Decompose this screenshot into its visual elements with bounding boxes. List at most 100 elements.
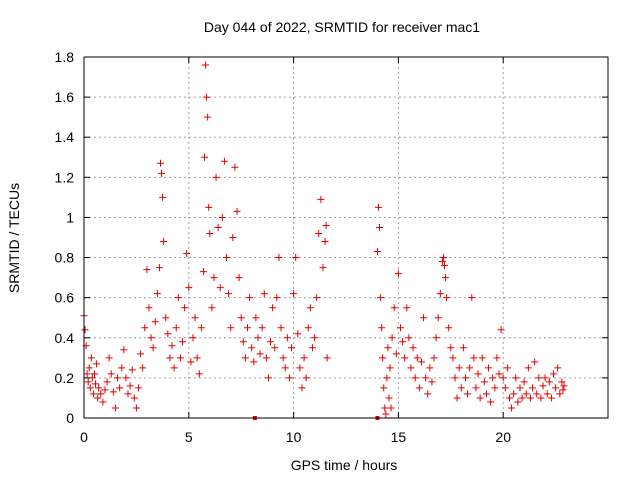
data-point [510, 390, 518, 398]
data-point [246, 294, 254, 302]
data-point [126, 382, 134, 390]
data-point [560, 382, 568, 390]
y-tick-label: 1.4 [55, 129, 75, 145]
data-point [168, 342, 176, 350]
data-point [401, 354, 409, 362]
data-point [181, 304, 189, 312]
data-point [116, 384, 124, 392]
data-point [147, 334, 155, 342]
data-point [174, 294, 182, 302]
data-point [205, 203, 213, 211]
data-point [88, 374, 96, 382]
data-point [493, 354, 501, 362]
data-point [225, 290, 233, 298]
data-point [237, 314, 245, 322]
data-point [107, 370, 115, 378]
data-point [315, 229, 323, 237]
data-point [157, 159, 165, 167]
data-point [442, 274, 450, 282]
data-point [508, 404, 516, 412]
data-point [93, 360, 101, 368]
data-point [432, 334, 440, 342]
data-point [489, 374, 497, 382]
data-point [223, 254, 231, 262]
data-point [279, 354, 287, 362]
data-point [383, 374, 391, 382]
plot-frame [83, 56, 609, 419]
data-point [262, 354, 270, 362]
data-point [99, 398, 107, 406]
data-point [426, 364, 434, 372]
data-point [248, 344, 256, 352]
data-point [436, 290, 444, 298]
data-point [183, 250, 191, 258]
data-point [524, 364, 532, 372]
data-point [443, 294, 451, 302]
data-point [298, 384, 306, 392]
data-point [254, 334, 262, 342]
data-point [382, 410, 390, 418]
data-point [145, 304, 153, 312]
data-point [501, 384, 509, 392]
data-point [554, 364, 562, 372]
data-point [497, 326, 505, 334]
data-point [90, 370, 98, 378]
data-point [464, 390, 472, 398]
y-tick-label: 0.4 [55, 330, 75, 346]
data-point [550, 370, 558, 378]
data-point [499, 374, 507, 382]
data-point [420, 314, 428, 322]
x-tick-label: 20 [495, 429, 511, 445]
y-tick-label: 0.2 [55, 370, 75, 386]
x-tick-label: 0 [80, 429, 88, 445]
data-point [267, 338, 275, 346]
data-point [378, 324, 386, 332]
data-point [256, 350, 264, 358]
data-point [158, 169, 166, 177]
data-point [134, 384, 142, 392]
data-point [288, 344, 296, 352]
data-point [166, 354, 174, 362]
data-point [162, 314, 170, 322]
data-point [235, 274, 243, 282]
data-point [543, 390, 551, 398]
data-point [128, 366, 136, 374]
data-point [216, 284, 224, 292]
y-tick-label: 0.6 [55, 290, 75, 306]
data-point [250, 358, 258, 366]
data-point [390, 304, 398, 312]
data-point [95, 384, 103, 392]
data-point [470, 354, 478, 362]
data-point [264, 374, 272, 382]
data-point [438, 258, 446, 266]
data-point [204, 113, 212, 121]
data-point [277, 324, 285, 332]
data-point [439, 254, 447, 262]
data-point [97, 390, 105, 398]
data-point [283, 334, 291, 342]
data-point [374, 203, 382, 211]
data-point [143, 266, 151, 274]
data-point [164, 330, 172, 338]
data-point [120, 346, 128, 354]
data-point [514, 398, 522, 406]
y-tick-label: 1.6 [55, 89, 75, 105]
data-point [476, 394, 484, 402]
data-point [392, 350, 400, 358]
data-point [187, 358, 195, 366]
data-point [281, 364, 289, 372]
data-point [218, 213, 226, 221]
axis-ticks [83, 56, 608, 419]
data-point [124, 390, 132, 398]
data-point [130, 394, 138, 402]
data-point [482, 390, 490, 398]
data-point [296, 364, 304, 372]
data-point [559, 386, 567, 394]
data-point [89, 390, 97, 398]
y-tick-label: 1 [66, 209, 74, 225]
data-point [384, 344, 392, 352]
x-tick-labels: 0 5 10 15 20 [80, 429, 511, 445]
data-point [105, 354, 113, 362]
data-point [149, 344, 157, 352]
data-point [191, 314, 199, 322]
